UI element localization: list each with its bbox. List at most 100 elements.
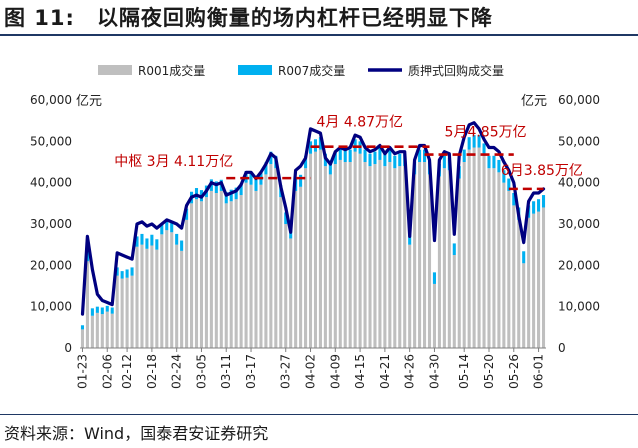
bar-r007 [378,147,382,160]
bar-r007 [110,307,114,314]
bar-r007 [532,201,536,214]
bar-r001 [204,197,208,348]
bar-r007 [120,271,124,279]
bar-r001 [279,197,283,348]
bar-r007 [90,308,94,316]
legend-label: R001成交量 [138,63,205,78]
bar-r007 [507,178,511,191]
y-left-tick-label: 30,000 [30,217,72,231]
line-series [80,121,546,316]
y-axis-left: 0 10,000 20,000 30,000 40,000 50,000 60,000 [30,93,72,355]
bar-r007 [115,267,119,276]
bar-r007 [512,193,516,206]
bar-r001 [447,170,451,348]
bar-r001 [497,172,501,348]
x-tick-label: 04-26 [403,354,417,389]
bar-r007 [343,149,347,162]
bar-r001 [398,166,402,348]
bar-r001 [472,147,476,348]
bar-series [80,135,546,348]
bar-r001 [467,149,471,348]
x-tick-label: 02-06 [100,354,114,389]
bar-r001 [378,159,382,348]
bar-r007 [383,153,387,167]
bar-r001 [170,232,174,348]
bar-r001 [343,162,347,348]
y-axis-left-unit-text: 亿元 [76,94,102,109]
bar-r007 [150,234,154,246]
bar-r001 [313,151,318,348]
bar-r001 [269,164,273,348]
bar-r001 [373,164,377,348]
bar-r001 [105,311,109,348]
bar-r007 [180,240,184,251]
bar-r001 [180,250,184,348]
bar-r007 [467,137,471,150]
bar-r007 [432,272,436,284]
bar-r001 [165,230,169,348]
bar-r001 [289,238,293,348]
y-left-tick-label: 20,000 [30,258,72,272]
bar-r001 [437,176,441,348]
bar-r001 [393,168,397,348]
bar-r007 [160,224,164,235]
bar-r001 [388,162,392,348]
y-right-tick-label: 60,000 [558,93,600,107]
y-right-tick-label: 40,000 [558,176,600,190]
x-tick-label: 05-14 [457,354,471,389]
bar-r001 [383,166,387,348]
x-tick-label: 04-21 [378,354,392,389]
bar-r007 [135,236,139,247]
bar-r001 [527,217,531,348]
reference-label: 中枢 3月 4.11万亿 [114,154,233,170]
y-axis-right-unit-text: 亿元 [521,94,547,109]
bar-r007 [264,162,268,175]
x-tick-label: 04-15 [353,354,367,389]
legend-label: 质押式回购成交量 [408,63,504,78]
bar-r001 [512,205,516,348]
bar-r001 [333,164,337,348]
bar-r007 [249,173,253,185]
y-left-tick-label: 0 [64,341,72,355]
bar-r001 [140,244,144,348]
bar-r001 [175,244,179,348]
source-divider [0,414,638,415]
bar-r007 [175,233,179,245]
bar-r001 [502,182,506,348]
bar-r001 [457,178,461,348]
bar-r001 [264,174,268,348]
bar-r001 [214,193,218,348]
y-left-tick-label: 40,000 [30,176,72,190]
bar-r001 [150,245,154,348]
bar-r007 [140,233,144,245]
bar-r001 [125,277,129,348]
bar-r007 [541,195,546,208]
bar-r001 [294,190,298,348]
figure-title: 图 11: 以隔夜回购衡量的场内杠杆已经明显下降 [4,2,493,32]
bar-r001 [462,162,466,348]
bar-r007 [348,149,352,162]
y-left-tick-label: 50,000 [30,134,72,148]
bar-r007 [234,187,238,200]
x-tick-label: 02-18 [145,354,159,389]
bar-r001 [532,213,536,348]
bar-r007 [442,155,446,169]
figure-number: 图 11: [4,6,75,30]
bar-r001 [229,201,233,348]
bar-r007 [328,162,332,175]
bar-r007 [338,147,342,160]
bar-r007 [373,151,377,165]
y-right-tick-label: 20,000 [558,258,600,272]
y-left-tick-label: 60,000 [30,93,72,107]
bar-r001 [145,248,149,348]
bar-r001 [85,261,89,348]
bar-r001 [254,190,258,348]
bar-r001 [423,162,427,348]
bar-r001 [427,174,432,348]
y-right-tick-label: 0 [558,341,566,355]
bar-r001 [224,203,228,348]
bar-r007 [254,179,258,191]
bar-r007 [100,307,104,315]
legend-swatch [98,65,132,75]
bar-r007 [537,199,541,212]
